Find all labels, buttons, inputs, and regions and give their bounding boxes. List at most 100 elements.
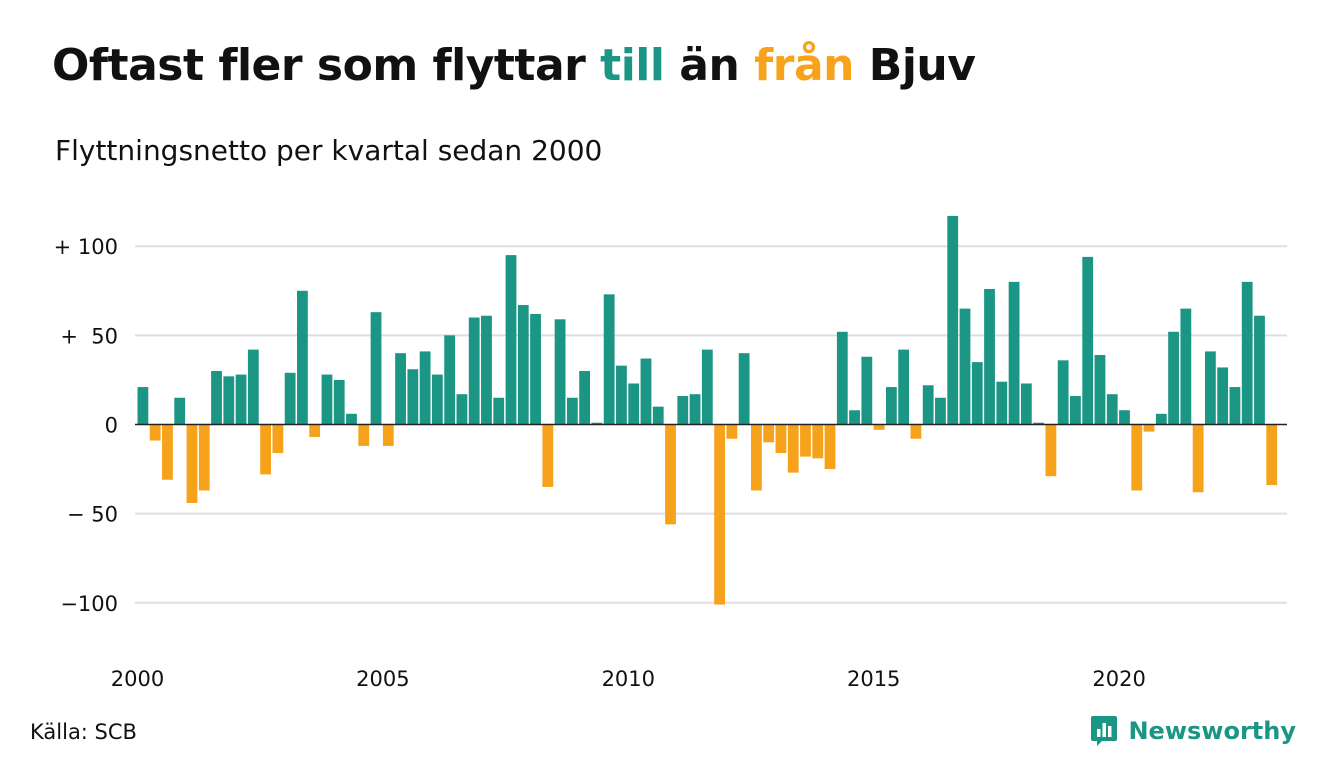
title-word-out: från [754, 40, 854, 91]
brand-logo: Newsworthy [1090, 715, 1296, 747]
bar-positive [1057, 360, 1069, 425]
source-label: Källa: SCB [30, 720, 137, 744]
bar-negative [775, 424, 787, 454]
bar-positive [1155, 413, 1167, 425]
chart-speech-bubble-icon [1091, 716, 1118, 746]
bar-negative [812, 424, 824, 459]
bar-positive [971, 362, 983, 425]
bar-positive [444, 335, 456, 425]
bar-positive [1008, 281, 1020, 425]
bar-negative [260, 424, 271, 475]
x-tick-label: 2020 [1092, 667, 1145, 691]
bar-positive [935, 397, 946, 425]
y-tick-label: − 50 [67, 503, 118, 527]
bar-positive [247, 349, 259, 425]
bar-negative [309, 424, 321, 437]
bar-positive [1217, 367, 1229, 425]
title-part-3: Bjuv [853, 40, 976, 91]
bar-positive [1070, 395, 1081, 425]
bar-negative [751, 424, 762, 491]
bar-positive [1033, 422, 1045, 425]
bar-positive [640, 358, 652, 425]
bar-positive [922, 385, 934, 425]
bar-positive [616, 365, 627, 425]
bar-negative [1143, 424, 1155, 432]
bar-negative [787, 424, 799, 473]
bar-positive [456, 394, 468, 425]
bar-negative [763, 424, 775, 443]
bar-positive [959, 308, 971, 425]
y-tick-label: 0 [105, 414, 118, 438]
bar-positive [1094, 354, 1106, 425]
bar-positive [591, 422, 603, 425]
bar-negative [162, 424, 173, 480]
bar-positive [407, 369, 419, 425]
bar-negative [382, 424, 394, 446]
chart-title: Oftast fler som flyttar till än från Bju… [52, 40, 976, 91]
bar-positive [481, 315, 492, 425]
bar-positive [284, 372, 296, 425]
bar-positive [223, 376, 235, 425]
bar-negative [272, 424, 284, 454]
bar-positive [297, 290, 308, 425]
bar-positive [1106, 394, 1118, 425]
bar-negative [149, 424, 161, 441]
bar-positive [1020, 383, 1032, 425]
bar-positive [836, 331, 848, 425]
bar-positive [677, 395, 689, 425]
bar-negative [198, 424, 210, 491]
x-tick-label: 2000 [111, 667, 164, 691]
bar-positive [1119, 410, 1130, 425]
bar-positive [701, 349, 713, 425]
bar-negative [1192, 424, 1204, 493]
bar-positive [689, 394, 701, 425]
x-tick-label: 2010 [602, 667, 655, 691]
bar-negative [358, 424, 370, 446]
bar-positive [1082, 256, 1094, 425]
bar-positive [554, 319, 566, 425]
bar-positive [370, 312, 382, 425]
bar-positive [849, 410, 860, 425]
y-tick-label: + 100 [54, 235, 118, 259]
bar-positive [333, 379, 345, 425]
title-part-1: Oftast fler som flyttar [52, 40, 601, 91]
bar-positive [321, 374, 333, 425]
bar-positive [885, 387, 897, 425]
bar-positive [505, 255, 517, 425]
bar-positive [579, 371, 591, 425]
bar-negative [1266, 424, 1278, 486]
bar-positive [235, 374, 247, 425]
title-part-2: än [664, 40, 755, 91]
bar-positive [898, 349, 910, 425]
bar-positive [346, 413, 357, 425]
bar-positive [947, 215, 959, 425]
brand-name: Newsworthy [1128, 717, 1296, 745]
x-tick-label: 2015 [847, 667, 900, 691]
bar-positive [628, 383, 640, 425]
bar-positive [137, 387, 149, 425]
bar-negative [726, 424, 738, 439]
bar-positive [603, 294, 615, 425]
bar-positive [566, 397, 578, 425]
y-tick-label: −100 [60, 592, 118, 616]
chart-subtitle: Flyttningsnetto per kvartal sedan 2000 [55, 134, 603, 167]
bar-positive [493, 397, 505, 425]
bar-negative [873, 424, 885, 430]
x-tick-label: 2005 [356, 667, 409, 691]
y-axis-labels: + 100 + 50 0 − 50 −100 [54, 235, 118, 616]
bar-negative [824, 424, 836, 470]
title-word-in: till [600, 40, 665, 91]
bar-positive [1229, 387, 1241, 425]
bar-positive [984, 288, 995, 425]
bar-positive [996, 381, 1008, 425]
y-tick-label: + 50 [60, 324, 118, 348]
bar-negative [1131, 424, 1143, 491]
bar-negative [542, 424, 554, 487]
bar-positive [1204, 351, 1216, 425]
bar-chart: + 100 + 50 0 − 50 −100 2000 2005 2010 2015 2020 [54, 215, 1287, 691]
bar-positive [1254, 315, 1265, 425]
bar-positive [861, 356, 873, 425]
bar-positive [1168, 331, 1179, 425]
bar-positive [211, 371, 222, 425]
